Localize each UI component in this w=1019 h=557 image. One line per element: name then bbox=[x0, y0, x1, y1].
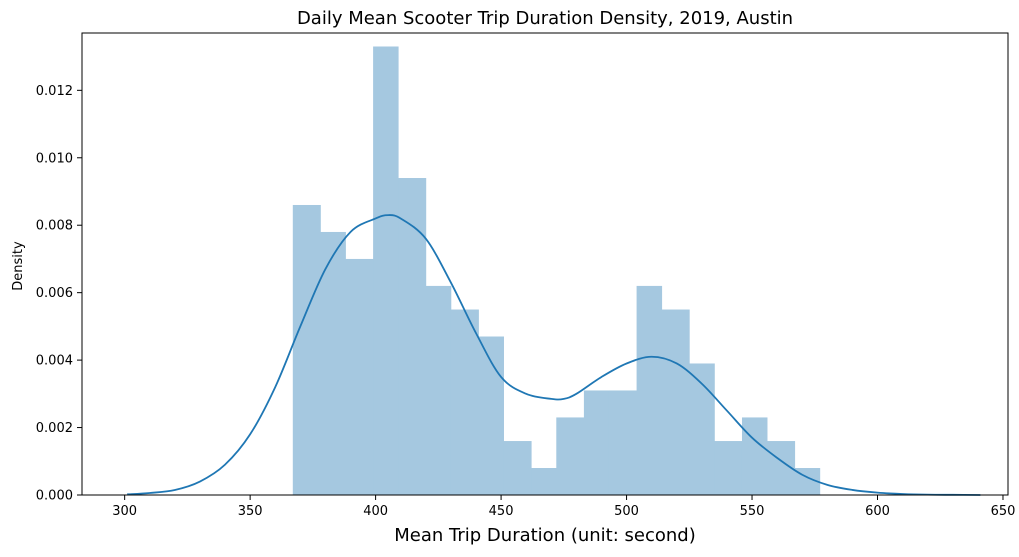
x-tick-label: 600 bbox=[865, 504, 890, 519]
chart-title: Daily Mean Scooter Trip Duration Density… bbox=[297, 8, 793, 29]
histogram-bar bbox=[556, 417, 585, 495]
y-axis: 0.000 0.002 0.004 0.006 0.008 0.010 0.012 bbox=[36, 84, 82, 504]
histogram-bar bbox=[320, 231, 346, 495]
y-tick-label: 0.000 bbox=[36, 489, 73, 504]
histogram-bar bbox=[608, 390, 637, 495]
histogram-bar bbox=[636, 285, 663, 495]
histogram-bar bbox=[450, 309, 479, 495]
kde-curve bbox=[127, 214, 981, 496]
histogram-bar bbox=[503, 441, 532, 495]
x-tick-label: 650 bbox=[991, 504, 1016, 519]
histogram-bar bbox=[398, 178, 427, 495]
histogram-bar bbox=[583, 390, 610, 495]
y-axis-label: Density bbox=[11, 241, 26, 291]
histogram-bar bbox=[345, 258, 374, 495]
histogram-bar bbox=[531, 468, 557, 495]
x-axis-label: Mean Trip Duration (unit: second) bbox=[394, 525, 695, 546]
x-axis: 300 350 400 450 500 550 600 650 bbox=[112, 495, 1015, 519]
x-tick-label: 500 bbox=[614, 504, 639, 519]
histogram-bar bbox=[373, 46, 399, 496]
histogram-bar bbox=[689, 363, 715, 495]
kde-curve-layer bbox=[127, 214, 981, 496]
x-tick-label: 350 bbox=[238, 504, 263, 519]
y-tick-label: 0.008 bbox=[36, 219, 73, 234]
histogram-bar bbox=[714, 441, 743, 495]
histogram-bar bbox=[661, 309, 690, 495]
histogram-bars bbox=[292, 46, 821, 496]
y-tick-label: 0.004 bbox=[36, 354, 73, 369]
y-tick-label: 0.006 bbox=[36, 286, 73, 301]
histogram-bar bbox=[425, 285, 452, 495]
plot-frame bbox=[81, 32, 1009, 496]
histogram-bar bbox=[741, 417, 768, 495]
y-tick-label: 0.002 bbox=[36, 421, 73, 436]
x-tick-label: 450 bbox=[489, 504, 514, 519]
x-tick-label: 550 bbox=[740, 504, 765, 519]
y-tick-label: 0.010 bbox=[36, 151, 73, 166]
x-tick-label: 400 bbox=[363, 504, 388, 519]
histogram-bar bbox=[292, 204, 321, 496]
y-tick-label: 0.012 bbox=[36, 84, 73, 99]
x-tick-label: 300 bbox=[112, 504, 137, 519]
